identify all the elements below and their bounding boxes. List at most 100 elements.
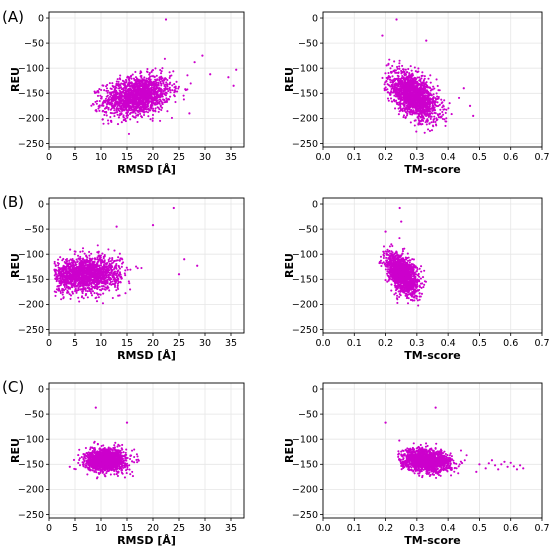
data-point [135,102,138,105]
data-point [108,269,111,272]
data-point [124,86,128,89]
data-point [409,81,413,84]
data-point [430,111,433,115]
data-point [154,101,157,105]
data-point [96,94,100,97]
data-point [109,116,112,119]
data-point [107,258,110,261]
data-point [177,85,180,88]
data-point [160,90,163,93]
data-point [424,112,427,115]
y-tick-label: −200 [18,300,44,311]
data-point [416,99,419,102]
outlier-point [395,18,398,21]
data-point [110,93,113,97]
data-point [387,99,390,102]
data-point [83,252,86,255]
data-point [113,96,116,99]
data-point [115,289,118,292]
data-point [413,88,416,92]
data-point [91,290,95,293]
data-point [99,94,102,97]
data-point [166,110,169,113]
data-point [173,89,176,92]
data-point [152,107,155,110]
data-point [133,94,136,97]
data-point [59,291,62,295]
data-point [164,86,167,89]
data-point [186,74,189,77]
data-point [86,296,89,299]
data-point [122,82,125,85]
data-point [435,117,438,120]
data-point [426,110,429,113]
data-point [438,103,441,106]
data-point [412,93,416,96]
data-point [173,83,176,86]
data-point [118,271,122,274]
data-point [394,82,397,85]
data-point [65,286,68,289]
data-point [397,71,400,74]
data-point [92,261,95,264]
data-point [124,89,127,92]
data-point [103,89,106,92]
data-point [108,102,111,106]
data-point [397,113,400,116]
data-point [112,112,116,115]
data-point [136,120,139,124]
data-point [64,276,67,280]
data-point [54,271,57,274]
data-point [77,254,80,257]
data-point [415,130,418,133]
data-point [133,97,136,100]
data-point [135,80,138,83]
data-point [438,112,442,115]
data-point [166,87,169,90]
data-point [126,110,130,113]
data-point [115,80,118,83]
data-point [440,98,443,101]
data-point [100,289,103,292]
x-tick-label: 0.7 [534,152,549,163]
data-point [71,278,74,281]
data-point [107,108,110,111]
data-point [157,89,160,92]
data-point [140,83,144,86]
data-point [57,262,60,265]
data-point [69,294,73,297]
data-point [152,93,156,96]
data-point [94,100,97,103]
data-point [430,121,433,124]
data-point [114,111,118,114]
data-point [414,70,417,73]
data-point [135,88,138,91]
data-point [124,97,127,100]
x-tick-label: 20 [147,338,159,349]
data-point [413,85,416,88]
data-point [123,104,126,107]
data-point [147,115,150,118]
data-point [123,81,127,84]
data-point [72,259,75,262]
y-axis-label: REU [283,67,296,92]
data-point [66,277,69,280]
data-point [135,265,138,268]
data-point [98,99,101,103]
data-point [58,284,61,287]
data-point [423,87,426,90]
data-point [61,269,64,272]
data-point [129,106,133,109]
data-point [117,85,120,88]
data-point [424,103,427,106]
data-point [393,94,396,97]
data-point [73,269,76,272]
data-point [417,119,421,122]
data-point [128,88,131,91]
data-point [413,66,416,69]
data-point [117,256,120,259]
data-point [119,99,123,102]
data-point [100,267,103,270]
data-point [93,257,97,260]
